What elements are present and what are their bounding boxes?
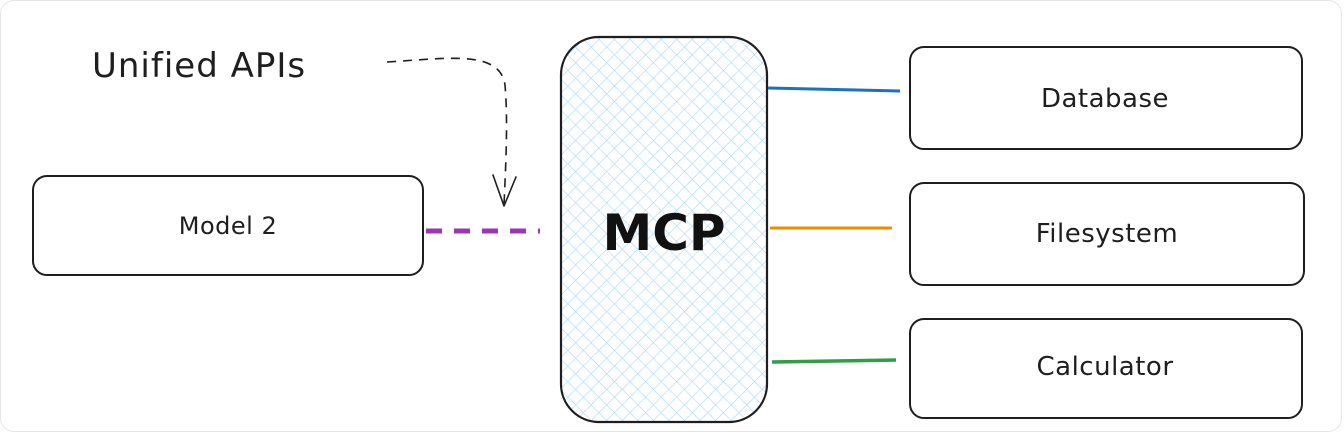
client-node: Model 2 bbox=[32, 175, 424, 276]
tool-label-database: Database bbox=[1041, 84, 1169, 114]
hub-label: MCP bbox=[602, 204, 725, 262]
database-connector bbox=[767, 86, 901, 93]
arrow-head-icon bbox=[492, 174, 517, 207]
tool-label-filesystem: Filesystem bbox=[1036, 219, 1179, 249]
client-label: Model 2 bbox=[179, 212, 277, 240]
tool-label-calculator: Calculator bbox=[1036, 352, 1173, 382]
hub-node: MCP bbox=[559, 35, 769, 424]
annotation-label: Unified APIs bbox=[92, 46, 306, 86]
tool-node-calculator: Calculator bbox=[909, 318, 1303, 419]
tool-node-filesystem: Filesystem bbox=[909, 182, 1305, 286]
annotation-arrow bbox=[386, 57, 508, 206]
calculator-connector bbox=[771, 358, 897, 364]
tool-node-database: Database bbox=[909, 46, 1303, 150]
